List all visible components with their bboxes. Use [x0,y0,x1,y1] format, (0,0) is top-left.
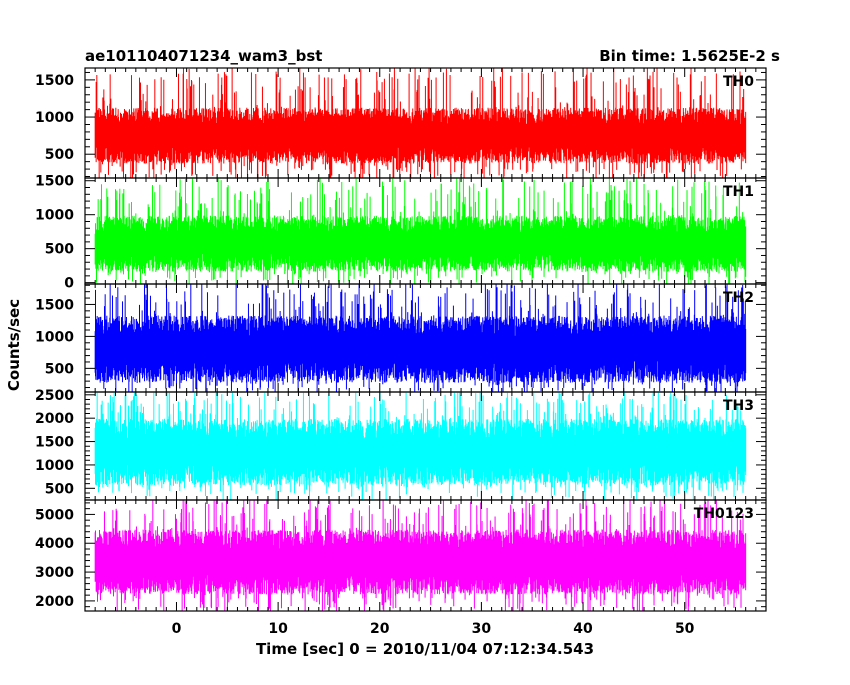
y-tick-label: 500 [45,361,74,377]
x-tick-label: 50 [675,621,695,637]
series-line-th0 [94,68,747,178]
x-tick-label: 40 [573,621,593,637]
y-tick-label: 1500 [35,297,74,313]
chart-title-right: Bin time: 1.5625E-2 s [599,47,780,65]
series-line-th3 [94,392,747,500]
y-tick-label: 5000 [35,507,74,523]
x-tick-label: 0 [172,621,182,637]
y-tick-label: 500 [45,147,74,163]
y-tick-label: 1500 [35,73,74,89]
y-tick-label: 0 [64,276,74,292]
y-tick-label: 1000 [35,329,74,345]
y-tick-label: 1500 [35,435,74,451]
panel-label-th2: TH2 [723,290,754,306]
y-tick-label: 4000 [35,536,74,552]
x-axis-label: Time [sec] 0 = 2010/11/04 07:12:34.543 [256,640,594,658]
panel-th0: 500 1000 1500 TH0 [35,67,767,179]
y-tick-label: 2000 [35,411,74,427]
panel-frame [84,499,767,612]
y-tick-label: 2000 [35,594,74,610]
x-tick-label: 20 [370,621,390,637]
y-tick-label: 1000 [35,110,74,126]
panel-th3: 500 1000 1500 2000 2500 TH3 [35,388,767,501]
series-line-th2 [94,284,747,392]
y-tick-label: 2500 [35,388,74,404]
panel-th1: 0 500 1000 1500 TH1 [35,174,767,292]
y-tick-label: 1000 [35,208,74,224]
y-tick-label: 500 [45,242,74,258]
series-line-th1 [94,178,747,284]
y-tick-label: 1500 [35,174,74,190]
y-axis-label: Counts/sec [5,299,23,391]
panel-label-th0: TH0 [723,74,754,90]
y-tick-label: 500 [45,481,74,497]
y-tick-label: 3000 [35,565,74,581]
panel-label-th3: TH3 [723,398,754,414]
y-tick-label: 1000 [35,458,74,474]
panel-th2: 500 1000 1500 TH2 [35,283,767,393]
panel-th0123: 2000 3000 4000 5000 TH0123 [35,499,767,612]
panel-label-th0123: TH0123 [694,506,754,522]
series-line-th0123 [94,500,747,611]
x-tick-label: 30 [472,621,492,637]
x-tick-label: 10 [268,621,288,637]
chart-title-left: ae101104071234_wam3_bst [85,47,322,65]
panel-label-th1: TH1 [723,184,754,200]
